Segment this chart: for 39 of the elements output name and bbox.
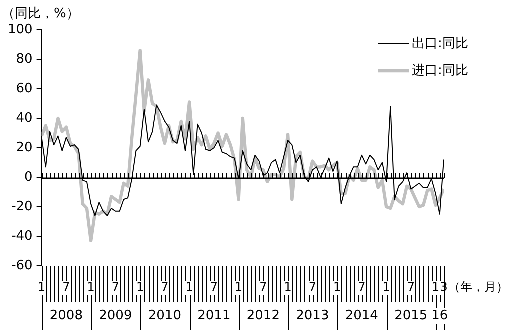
y-tick-label: -40 xyxy=(12,228,33,244)
x-tick-label: 1 xyxy=(234,280,243,294)
annotation: 2011 xyxy=(198,308,231,324)
x-tick-label: 1 xyxy=(432,280,440,294)
x-tick-label: 1 xyxy=(284,280,292,294)
y-tick-label: -60 xyxy=(12,258,33,274)
x-tick-label: 1 xyxy=(87,280,95,294)
y-tick-label: 80 xyxy=(16,52,33,67)
x-tick-label: 7 xyxy=(62,280,70,294)
y-tick-label: -20 xyxy=(12,199,33,214)
x-tick-label: 1 xyxy=(38,280,46,294)
x-tick-label: 1 xyxy=(186,280,194,294)
y-tick-label: 60 xyxy=(16,81,33,96)
x-tick-label: 1 xyxy=(333,280,342,294)
x-tick-label: 1 xyxy=(136,280,144,294)
x-tick-label: 7 xyxy=(308,280,316,294)
legend-label: 出口:同比 xyxy=(412,36,468,52)
x-axis-title: （年，月） xyxy=(448,280,508,294)
x-tick-label: 7 xyxy=(358,280,366,294)
annotation: 16 xyxy=(432,308,448,324)
legend-label: 进口:同比 xyxy=(412,63,468,78)
y-tick-label: 100 xyxy=(8,22,33,38)
y-tick-label: 20 xyxy=(16,140,33,156)
annotation: 2015 xyxy=(394,308,428,324)
x-tick-label: 7 xyxy=(260,280,268,294)
x-tick-label: 7 xyxy=(407,280,415,294)
x-tick-label: 7 xyxy=(210,280,218,294)
annotation: 2009 xyxy=(99,308,132,324)
y-tick-label: 40 xyxy=(16,110,33,126)
y-tick-label: 0 xyxy=(24,170,33,185)
x-tick-label: 7 xyxy=(112,280,120,294)
y-axis-title: （同比，%） xyxy=(2,6,80,22)
x-tick-label: 1 xyxy=(382,280,390,294)
annotation: 2012 xyxy=(246,308,280,324)
annotation: 2010 xyxy=(148,308,182,324)
annotation: 2008 xyxy=(50,308,83,324)
annotation: 2014 xyxy=(345,308,378,324)
x-tick-label: 7 xyxy=(161,280,169,294)
annotation: 2013 xyxy=(296,308,330,324)
